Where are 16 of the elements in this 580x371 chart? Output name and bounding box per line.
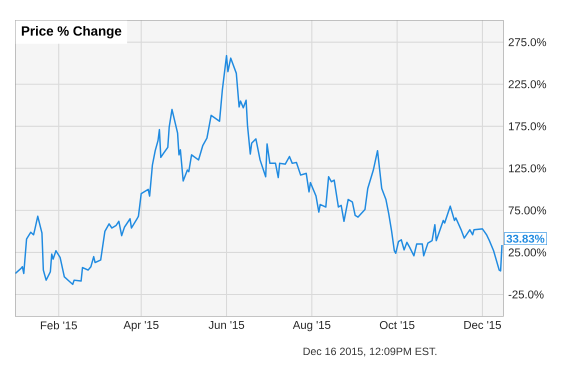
chart-title: Price % Change (22, 26, 122, 38)
text: Dec 16 2015, 12:09PM EST. (304, 348, 436, 356)
y-tick-label: 275.0% (508, 38, 546, 46)
y-tick-label: 75.00% (508, 206, 546, 214)
y-tick-label: 25.00% (508, 248, 546, 256)
x-tick-label: Jun '15 (208, 321, 244, 329)
y-tick-label: -25.0% (508, 290, 544, 298)
annotation: 33.83% (506, 234, 544, 243)
x-tick-label: Oct '15 (380, 321, 414, 330)
x-tick-label: Apr '15 (123, 321, 159, 332)
y-tick-label: 175.0% (508, 122, 546, 130)
y-tick-label: 125.0% (508, 164, 546, 172)
x-tick-label: Aug '15 (292, 321, 330, 332)
x-tick-label: Dec '15 (464, 321, 501, 329)
y-tick-label: 225.0% (508, 80, 546, 88)
x-tick-label: Feb '15 (40, 321, 77, 330)
